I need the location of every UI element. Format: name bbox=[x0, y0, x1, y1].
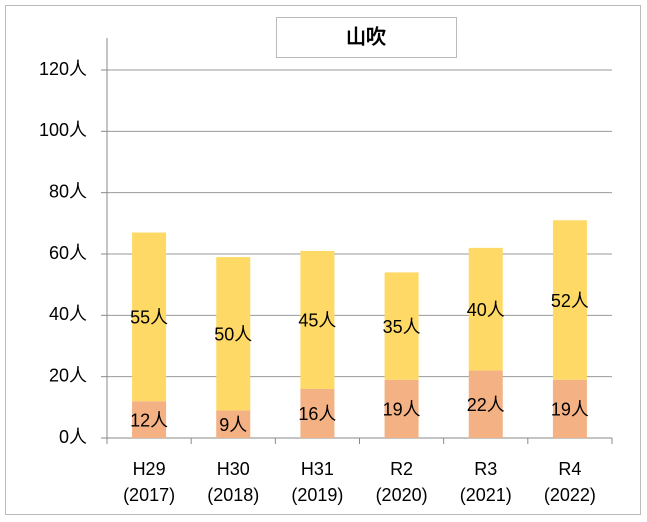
y-tick-label: 120人 bbox=[39, 59, 87, 79]
data-label: 45人 bbox=[298, 311, 336, 331]
y-tick-label: 80人 bbox=[49, 181, 87, 201]
bar-segment bbox=[384, 379, 419, 438]
data-label: 22人 bbox=[467, 395, 505, 415]
bar-segment bbox=[132, 401, 167, 438]
x-tick-label-line: (2019) bbox=[291, 485, 343, 505]
bar-segment bbox=[552, 379, 587, 438]
data-label: 52人 bbox=[551, 291, 589, 311]
y-tick-label: 0人 bbox=[59, 427, 87, 447]
bar-segment bbox=[300, 388, 335, 438]
bar-segment bbox=[300, 250, 335, 389]
data-label: 50人 bbox=[214, 324, 252, 344]
data-label: 35人 bbox=[383, 317, 421, 337]
data-label: 12人 bbox=[130, 410, 168, 430]
bar-segment bbox=[216, 410, 251, 438]
bar-segment bbox=[552, 220, 587, 380]
y-tick-label: 100人 bbox=[39, 120, 87, 140]
data-label: 19人 bbox=[551, 400, 589, 420]
bar-segment bbox=[132, 232, 167, 402]
x-tick-label: H30 (2018) bbox=[207, 459, 259, 505]
y-tick-label: 20人 bbox=[49, 365, 87, 385]
x-tick-label-line: (2017) bbox=[123, 485, 175, 505]
x-tick-label-line: (2021) bbox=[460, 485, 512, 505]
x-tick-label-line: (2022) bbox=[544, 485, 596, 505]
x-tick-label: H31 (2019) bbox=[291, 459, 343, 505]
x-tick-label: H29 (2017) bbox=[123, 459, 175, 505]
x-tick-label-line: R4 bbox=[558, 459, 581, 479]
title-box bbox=[276, 17, 457, 58]
x-tick-label-line: (2020) bbox=[376, 485, 428, 505]
bar-segment bbox=[384, 272, 419, 380]
bar-segment bbox=[468, 247, 503, 371]
x-tick-label: R3 (2021) bbox=[460, 459, 512, 505]
chart-title: 山吹 bbox=[346, 24, 387, 48]
x-tick-label: R4 (2022) bbox=[544, 459, 596, 505]
data-label: 16人 bbox=[298, 404, 336, 424]
x-tick-label-line: R2 bbox=[390, 459, 413, 479]
x-tick-label-line: H30 bbox=[217, 459, 250, 479]
data-label: 9人 bbox=[219, 415, 247, 435]
x-tick-label: R2 (2020) bbox=[376, 459, 428, 505]
data-label: 40人 bbox=[467, 300, 505, 320]
x-tick-label-line: H31 bbox=[301, 459, 334, 479]
x-tick-label-line: H29 bbox=[133, 459, 166, 479]
x-tick-label-line: R3 bbox=[474, 459, 497, 479]
bar-segment bbox=[468, 370, 503, 438]
y-tick-label: 40人 bbox=[49, 304, 87, 324]
data-label: 19人 bbox=[383, 400, 421, 420]
x-tick-label-line: (2018) bbox=[207, 485, 259, 505]
bar-segment bbox=[216, 257, 251, 411]
data-label: 55人 bbox=[130, 308, 168, 328]
y-tick-label: 60人 bbox=[49, 243, 87, 263]
